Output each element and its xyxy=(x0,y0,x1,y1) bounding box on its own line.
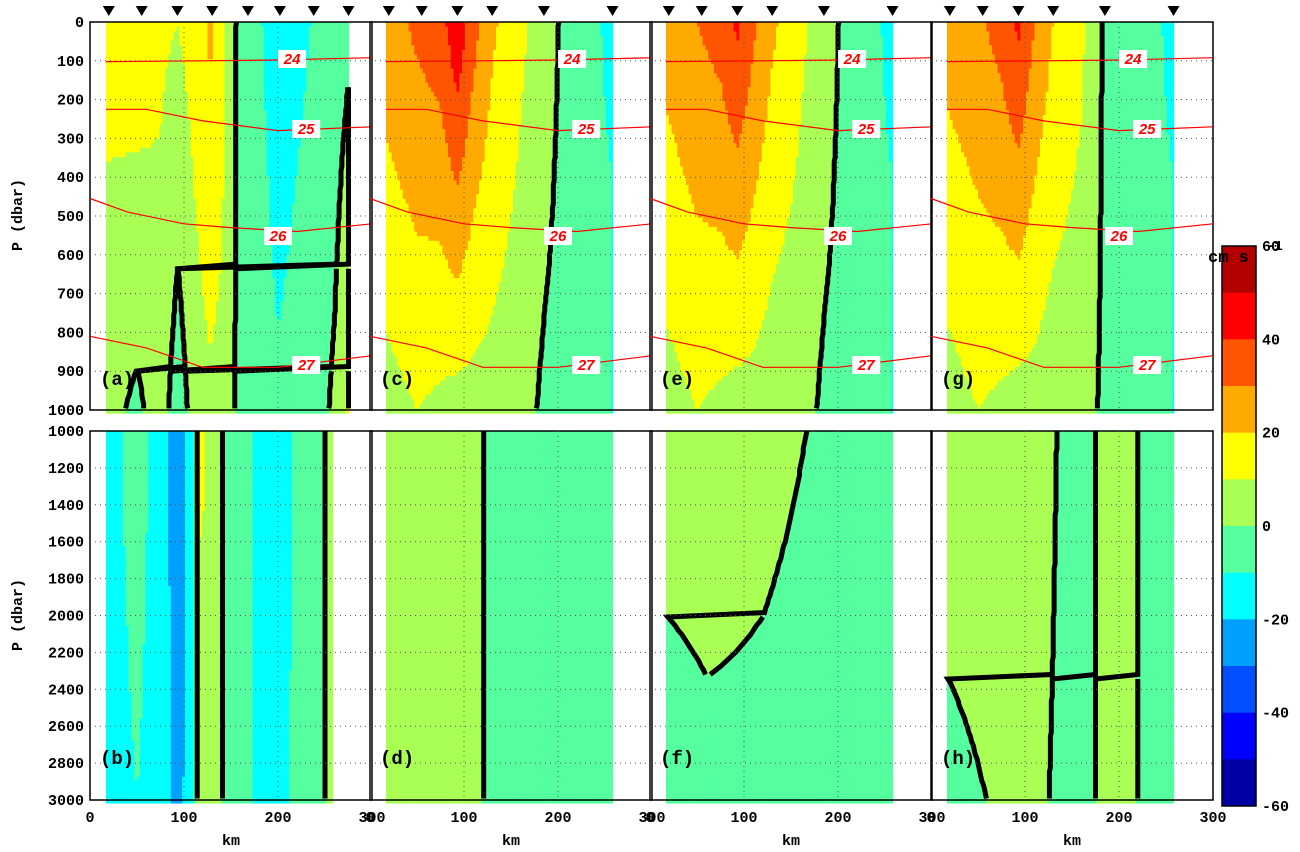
panels-group: 24252627(a)(b)24252627(c)(d)24252627(e)(… xyxy=(90,6,1213,804)
